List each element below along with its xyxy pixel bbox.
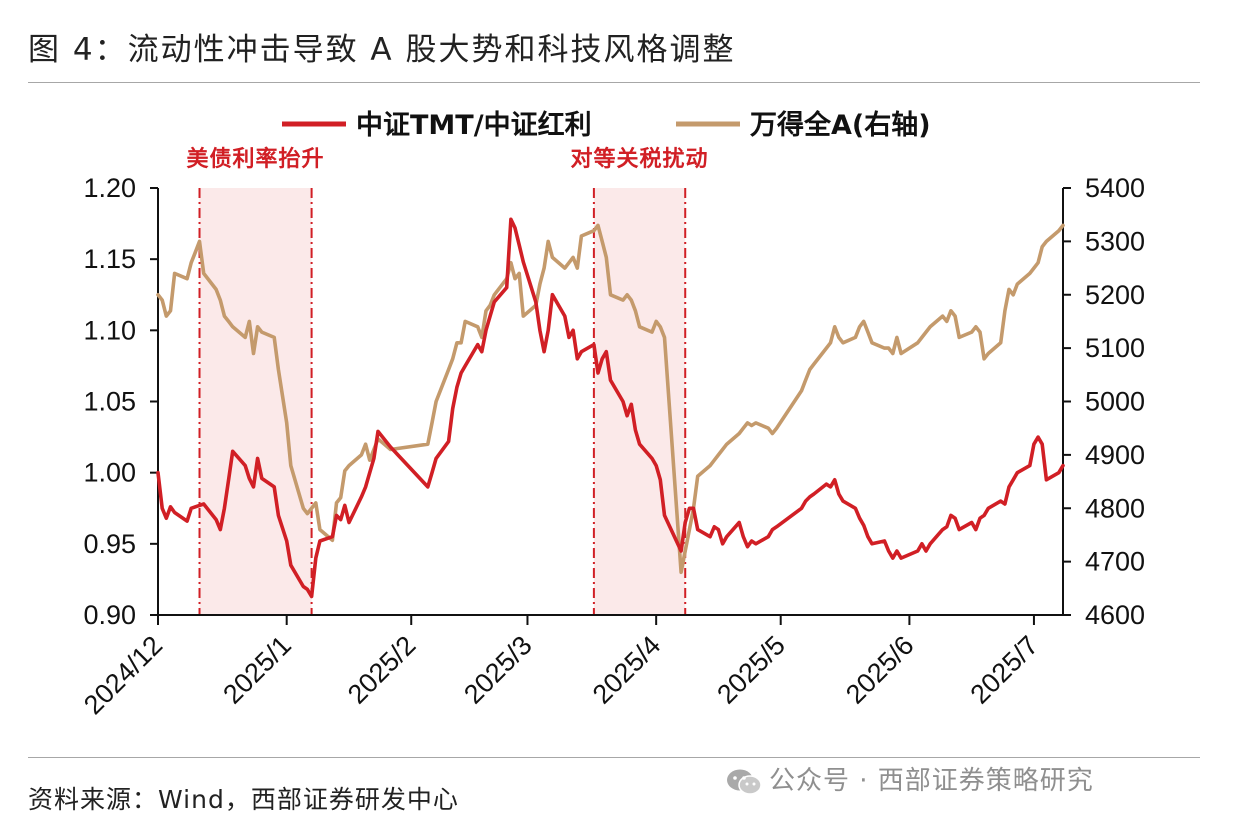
- y-right-tick-label: 5300: [1085, 226, 1145, 256]
- x-tick-label: 2025/7: [965, 630, 1045, 710]
- x-tick-label: 2024/12: [78, 630, 168, 720]
- watermark-text: 公众号 · 西部证券策略研究: [769, 766, 1094, 796]
- shaded-period-label-2: 对等关税扰动: [571, 146, 709, 172]
- wechat-icon: [727, 769, 762, 795]
- y-left-tick-label: 1.15: [83, 244, 136, 274]
- line-chart: 美债利率抬升 对等关税扰动 0.90 0.95 1.00 1.05 1.10 1.15 1.2…: [78, 109, 1145, 720]
- y-right-tick-label: 4800: [1085, 493, 1145, 523]
- legend: 中证TMT/中证红利 万得全A(右轴): [282, 109, 931, 141]
- y-right-tick-label: 5000: [1085, 387, 1145, 417]
- x-tick-label: 2025/5: [711, 630, 791, 710]
- bottom-divider: [28, 757, 1200, 758]
- y-right-tick-label: 4600: [1085, 600, 1145, 630]
- y-right-tick-label: 4700: [1085, 547, 1145, 577]
- y-left-tick-label: 1.00: [83, 458, 136, 488]
- x-tick-label: 2025/6: [840, 630, 920, 710]
- x-tick-label: 2025/3: [458, 630, 538, 710]
- source-note: 资料来源：Wind，西部证券研发中心: [28, 785, 459, 814]
- y-left-tick-label: 0.95: [83, 529, 136, 559]
- shaded-period-2: [593, 188, 686, 615]
- y-left-tick-label: 1.10: [83, 315, 136, 345]
- y-right-tick-label: 5200: [1085, 280, 1145, 310]
- shaded-periods: 美债利率抬升 对等关税扰动: [187, 146, 709, 615]
- y-right-tick-label: 4900: [1085, 440, 1145, 470]
- y-right-tick-label: 5400: [1085, 173, 1145, 203]
- y-left-tick-label: 1.20: [83, 173, 136, 203]
- y-left-tick-label: 1.05: [83, 387, 136, 417]
- legend-label-2: 万得全A(右轴): [750, 109, 931, 141]
- shaded-period-label-1: 美债利率抬升: [187, 146, 325, 172]
- x-tick-label: 2025/2: [342, 630, 422, 710]
- shaded-period-1: [199, 188, 312, 615]
- top-divider: [28, 82, 1200, 83]
- series-line-wind-a: [156, 223, 1065, 575]
- series-line-tmt-dividend: [156, 217, 1065, 599]
- legend-label-1: 中证TMT/中证红利: [356, 109, 592, 141]
- figure-title: 图 4：流动性冲击导致 A 股大势和科技风格调整: [28, 32, 736, 68]
- x-tick-label: 2025/1: [217, 630, 297, 710]
- watermark: 公众号 · 西部证券策略研究: [725, 760, 1094, 797]
- x-tick-label: 2025/4: [587, 630, 667, 710]
- series-lines: [156, 217, 1065, 599]
- y-right-tick-label: 5100: [1085, 333, 1145, 363]
- y-left-tick-label: 0.90: [83, 600, 136, 630]
